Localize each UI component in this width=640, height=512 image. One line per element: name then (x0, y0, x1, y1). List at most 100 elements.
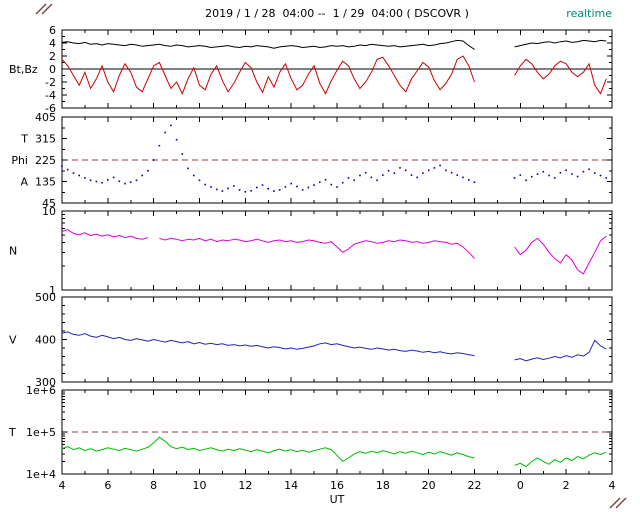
scatter-point (158, 144, 161, 147)
scatter-point (416, 176, 418, 179)
x-tick-label: 6 (104, 479, 111, 492)
y-tick-label: 1e+5 (26, 426, 56, 439)
scatter-point (233, 185, 235, 187)
scatter-point (376, 179, 378, 182)
scatter-point (519, 174, 522, 176)
scatter-point (531, 175, 533, 178)
x-tick-label: 16 (330, 479, 344, 492)
y-tick-label: 1 (49, 284, 56, 297)
series-t-line (514, 451, 607, 468)
scatter-point (84, 177, 86, 179)
x-tick-label: 12 (238, 479, 252, 492)
y-tick-label: 400 (35, 334, 56, 347)
scatter-point (290, 182, 292, 185)
series-n-line (61, 229, 149, 240)
scatter-point (210, 186, 212, 188)
scatter-point (66, 168, 69, 171)
y-tick-label: 300 (35, 376, 56, 389)
scatter-point (404, 169, 407, 172)
scatter-point (605, 177, 608, 179)
series-bz-line (61, 55, 475, 95)
x-tick-label: 10 (193, 479, 207, 492)
y-tick-label: 6 (49, 24, 56, 37)
scatter-point (129, 181, 132, 183)
panel-phi-angle: 405 315 225 135 45 T Phi A (11, 111, 613, 210)
scatter-point (393, 172, 396, 174)
scatter-point (599, 174, 602, 177)
scatter-point (164, 131, 166, 134)
panel-border (61, 296, 613, 383)
scatter-point (387, 169, 390, 172)
x-tick-label: 8 (150, 479, 157, 492)
scatter-point (141, 174, 143, 177)
corner-hatch-bottom-right-icon (609, 497, 627, 509)
scatter-point (468, 179, 470, 181)
scatter-point (433, 167, 436, 169)
scatter-point (112, 176, 115, 179)
scatter-point (456, 174, 459, 176)
scatter-point (319, 181, 321, 183)
scatter-point (445, 169, 447, 172)
scatter-point (525, 179, 527, 182)
panel-label: A (20, 176, 28, 189)
x-tick-label: 22 (468, 479, 482, 492)
series-t-line (61, 436, 475, 463)
y-tick-label: -4 (45, 89, 56, 102)
panel-label: Bt,Bz (9, 63, 38, 76)
y-tick-label: 10 (42, 205, 56, 218)
y-tick-label: 135 (35, 176, 56, 189)
scatter-point (221, 190, 224, 192)
scatter-point (250, 190, 252, 192)
scatter-point (576, 175, 579, 178)
scatter-point (364, 171, 367, 174)
x-tick-label: 20 (422, 479, 436, 492)
scatter-point (107, 179, 109, 181)
y-tick-label: 4 (49, 37, 56, 50)
scatter-point (359, 174, 361, 177)
scatter-point (204, 183, 206, 186)
scatter-point (307, 186, 310, 189)
scatter-point (341, 181, 344, 184)
scatter-point (330, 183, 333, 186)
y-tick-label: -2 (45, 76, 56, 89)
scatter-point (147, 169, 149, 172)
scatter-point (427, 169, 430, 172)
panel-border (61, 210, 613, 291)
y-tick-label: 405 (35, 111, 56, 124)
scatter-point (422, 172, 424, 174)
scatter-point (72, 172, 75, 174)
x-axis: 4 6 8 10 12 14 16 18 20 22 0 2 4 UT (59, 479, 616, 506)
scatter-point (462, 176, 464, 179)
scatter-point (227, 187, 229, 190)
scatter-point (101, 181, 103, 184)
series-n-line (514, 235, 607, 275)
y-tick-label: -6 (45, 102, 56, 115)
series-bt-line (514, 39, 607, 48)
scatter-point (152, 159, 155, 161)
scatter-point (124, 182, 126, 185)
scatter-point (193, 174, 195, 177)
scatter-point (324, 179, 327, 181)
series-v-line (61, 331, 475, 357)
series-bz-line (514, 58, 607, 95)
y-tick-label: 0 (49, 63, 56, 76)
scatter-point (548, 174, 550, 177)
scatter-point (571, 173, 573, 175)
scatter-point (301, 189, 304, 191)
panel-label: N (9, 245, 17, 258)
scatter-point (61, 165, 63, 167)
scatter-point (370, 176, 373, 179)
scatter-point (313, 184, 315, 186)
scatter-point (175, 138, 178, 141)
scatter-point (284, 186, 287, 188)
series-bt-line (61, 39, 475, 50)
scatter-point (450, 171, 453, 174)
panel-density: 10 1 N (9, 205, 613, 297)
scatter-point (261, 184, 264, 186)
scatter-point (78, 174, 80, 177)
scatter-point (278, 189, 281, 191)
scatter-point (588, 168, 590, 171)
